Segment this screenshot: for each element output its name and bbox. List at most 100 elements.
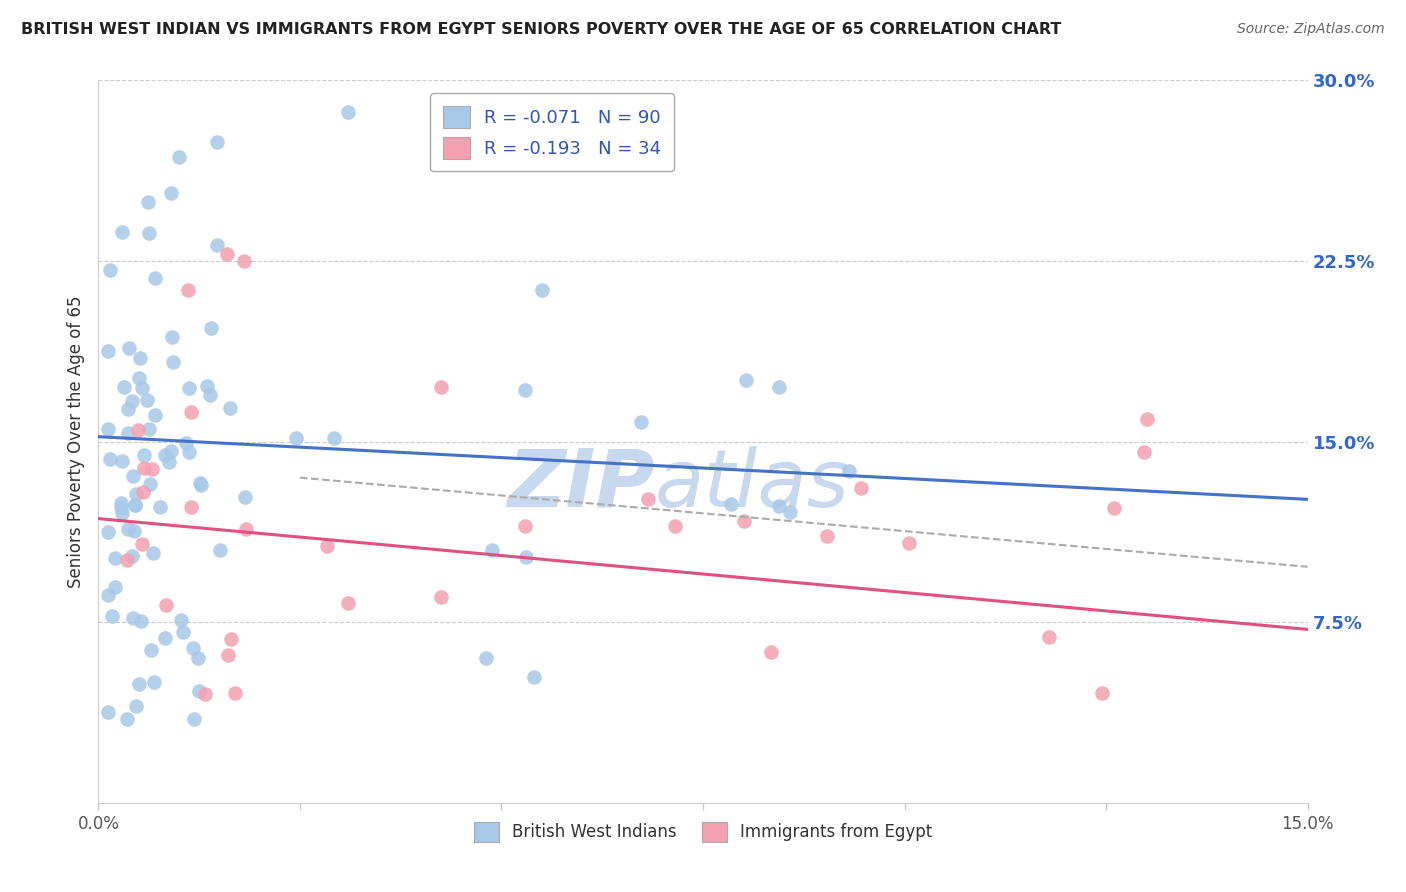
Point [104,551,127,566]
Point [97,422,120,436]
Point [233,490,256,504]
Point [217,648,239,662]
Point [530,283,553,297]
Point [779,505,801,519]
Point [1136,412,1159,426]
Point [128,677,150,691]
Legend: British West Indians, Immigrants from Egypt: British West Indians, Immigrants from Eg… [467,815,939,848]
Point [1102,500,1125,515]
Point [132,461,155,475]
Point [117,401,139,416]
Text: ZIP: ZIP [508,446,655,524]
Point [218,401,240,416]
Y-axis label: Seniors Poverty Over the Age of 65: Seniors Poverty Over the Age of 65 [66,295,84,588]
Point [112,379,135,393]
Point [205,136,228,150]
Point [110,500,132,514]
Point [132,448,155,462]
Point [125,699,148,714]
Point [131,537,153,551]
Point [337,104,360,119]
Point [122,611,145,625]
Point [838,464,860,478]
Point [768,380,790,394]
Point [735,373,758,387]
Point [205,238,228,252]
Point [121,393,143,408]
Point [121,549,143,564]
Point [98,262,121,277]
Point [104,580,127,594]
Point [110,496,132,510]
Point [284,431,307,445]
Point [217,246,239,260]
Point [117,712,139,726]
Point [98,451,121,466]
Point [122,524,145,538]
Point [235,522,257,536]
Point [224,686,246,700]
Point [323,431,346,445]
Point [849,481,872,495]
Point [129,351,152,365]
Point [515,550,537,565]
Point [180,405,202,419]
Point [515,383,537,397]
Point [200,320,222,334]
Point [131,381,153,395]
Point [153,631,176,645]
Point [124,498,146,512]
Point [637,491,659,506]
Point [118,341,141,355]
Point [475,650,498,665]
Point [187,651,209,665]
Point [117,426,139,441]
Point [523,670,546,684]
Point [136,195,159,210]
Point [183,712,205,726]
Point [139,477,162,491]
Point [181,640,204,655]
Point [97,343,120,358]
Point [149,500,172,514]
Point [200,388,222,402]
Point [125,487,148,501]
Point [1091,686,1114,700]
Point [167,150,190,164]
Point [129,614,152,628]
Point [155,599,177,613]
Text: atlas: atlas [655,446,849,524]
Point [180,500,202,515]
Point [188,684,211,698]
Point [124,498,146,512]
Point [111,506,134,520]
Point [143,271,166,285]
Point [188,475,211,490]
Point [179,381,201,395]
Point [111,454,134,468]
Point [162,330,184,344]
Point [135,393,157,408]
Point [160,444,183,458]
Point [141,462,163,476]
Point [143,674,166,689]
Point [97,705,120,719]
Point [143,408,166,422]
Point [138,422,160,436]
Point [162,355,184,369]
Point [515,518,537,533]
Point [815,529,838,543]
Point [138,226,160,240]
Point [117,553,139,567]
Point [664,519,686,533]
Point [97,524,120,539]
Point [128,371,150,385]
Point [190,478,212,492]
Point [111,225,134,239]
Point [768,500,790,514]
Point [194,687,217,701]
Point [232,253,254,268]
Point [127,423,149,437]
Point [97,588,120,602]
Text: Source: ZipAtlas.com: Source: ZipAtlas.com [1237,22,1385,37]
